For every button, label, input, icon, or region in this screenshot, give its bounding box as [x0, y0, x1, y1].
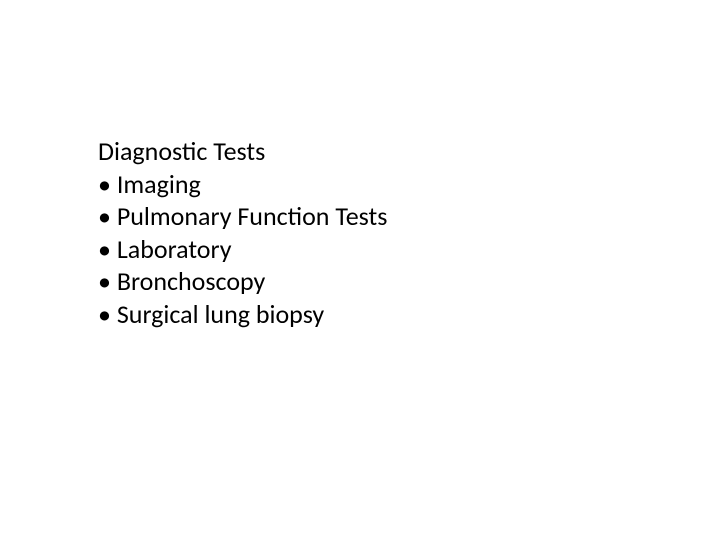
bullet-marker: • [98, 265, 111, 297]
bullet-marker: • [98, 200, 111, 232]
bullet-item: • Pulmonary Function Tests [98, 200, 387, 233]
bullet-text: Imaging [117, 168, 201, 200]
bullet-text: Pulmonary Function Tests [117, 200, 388, 232]
bullet-item: • Imaging [98, 168, 387, 201]
bullet-marker: • [98, 298, 111, 330]
bullet-item: • Surgical lung biopsy [98, 298, 387, 331]
bullet-text: Surgical lung biopsy [117, 298, 324, 330]
slide-title: Diagnostic Tests [98, 135, 387, 168]
bullet-item: • Laboratory [98, 233, 387, 266]
bullet-marker: • [98, 168, 111, 200]
bullet-item: • Bronchoscopy [98, 265, 387, 298]
bullet-text: Bronchoscopy [117, 265, 265, 297]
bullet-marker: • [98, 233, 111, 265]
slide-content: Diagnostic Tests • Imaging • Pulmonary F… [98, 135, 387, 330]
bullet-text: Laboratory [117, 233, 232, 265]
